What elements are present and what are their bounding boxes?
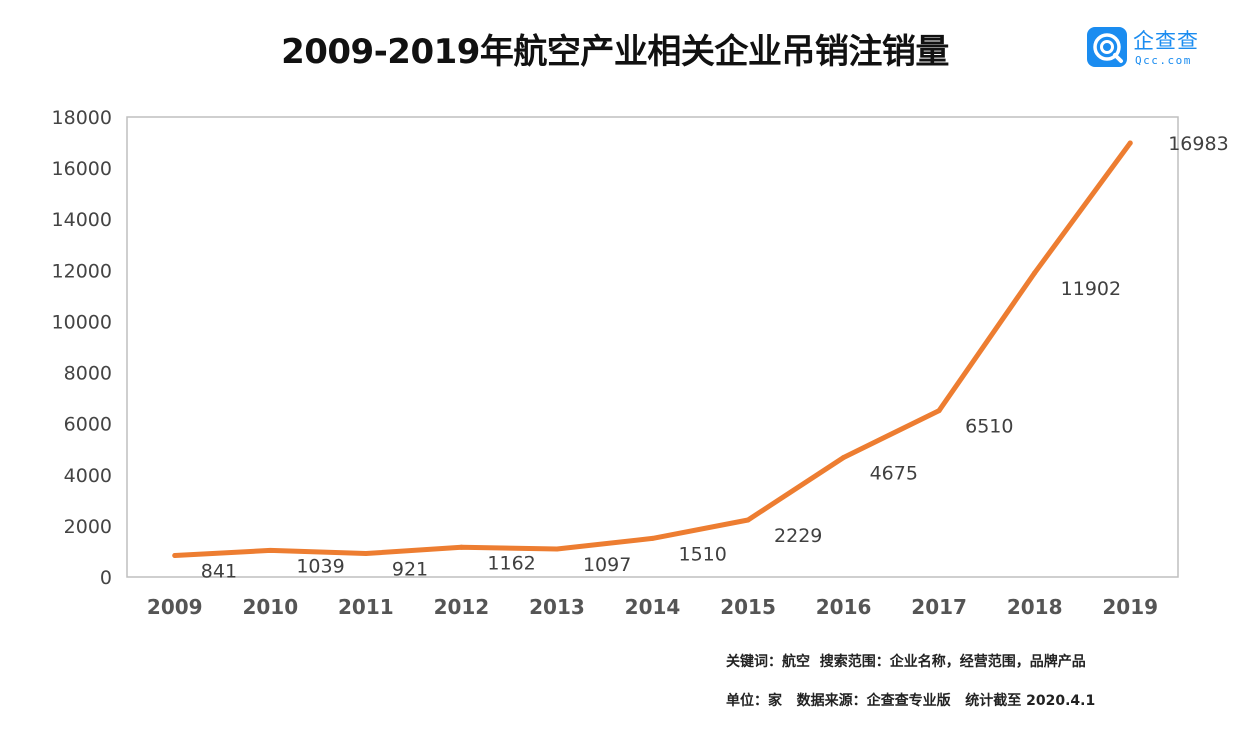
- data-label: 921: [392, 558, 428, 580]
- footnote-keywords: 关键词：航空 搜索范围：企业名称，经营范围，品牌产品: [726, 654, 1086, 670]
- x-tick-label: 2019: [1102, 595, 1158, 619]
- series-line: [172, 140, 1133, 558]
- data-label: 2229: [774, 525, 822, 547]
- data-label: 1039: [296, 555, 344, 577]
- data-label: 6510: [965, 416, 1013, 438]
- y-tick-label: 4000: [64, 465, 112, 487]
- data-label: 841: [201, 561, 237, 583]
- brand-name: 企查查: [1133, 29, 1199, 53]
- data-point: [1127, 140, 1133, 146]
- data-label: 1510: [679, 543, 727, 565]
- y-tick-label: 2000: [64, 516, 112, 538]
- data-point: [841, 455, 847, 461]
- y-tick-label: 12000: [52, 260, 112, 282]
- x-tick-label: 2009: [147, 595, 203, 619]
- data-point: [1032, 270, 1038, 276]
- data-label: 1097: [583, 554, 631, 576]
- y-tick-label: 14000: [52, 209, 112, 231]
- y-tick-label: 10000: [52, 311, 112, 333]
- x-tick-label: 2011: [338, 595, 394, 619]
- footnote-source: 单位：家 数据来源：企查查专业版 统计截至 2020.4.1: [726, 693, 1096, 709]
- x-tick-label: 2015: [720, 595, 776, 619]
- data-label: 16983: [1168, 133, 1228, 155]
- data-label: 11902: [1061, 278, 1121, 300]
- data-point: [267, 547, 273, 553]
- data-point: [458, 544, 464, 550]
- data-point: [745, 517, 751, 523]
- data-point: [172, 553, 178, 559]
- data-label: 4675: [870, 463, 918, 485]
- brand-domain: Qcc.com: [1135, 54, 1192, 67]
- x-tick-label: 2017: [911, 595, 967, 619]
- chart-title: 2009-2019年航空产业相关企业吊销注销量: [281, 32, 949, 72]
- x-tick-label: 2016: [816, 595, 872, 619]
- plot-area: [126, 116, 1179, 578]
- y-tick-label: 0: [100, 567, 112, 589]
- x-tick-label: 2010: [242, 595, 298, 619]
- y-tick-label: 16000: [52, 158, 112, 180]
- x-tick-label: 2014: [625, 595, 681, 619]
- x-tick-label: 2012: [434, 595, 490, 619]
- y-tick-label: 6000: [64, 414, 112, 436]
- data-point: [363, 550, 369, 556]
- brand-logo: 企查查 Qcc.com: [1087, 27, 1217, 71]
- y-tick-label: 8000: [64, 363, 112, 385]
- data-point: [650, 535, 655, 541]
- x-tick-label: 2018: [1007, 595, 1063, 619]
- x-tick-label: 2013: [529, 595, 585, 619]
- data-label: 1162: [487, 552, 535, 574]
- data-point: [936, 408, 942, 414]
- y-tick-label: 18000: [52, 107, 112, 129]
- data-point: [554, 546, 560, 552]
- qcc-logo-icon: [1087, 27, 1127, 67]
